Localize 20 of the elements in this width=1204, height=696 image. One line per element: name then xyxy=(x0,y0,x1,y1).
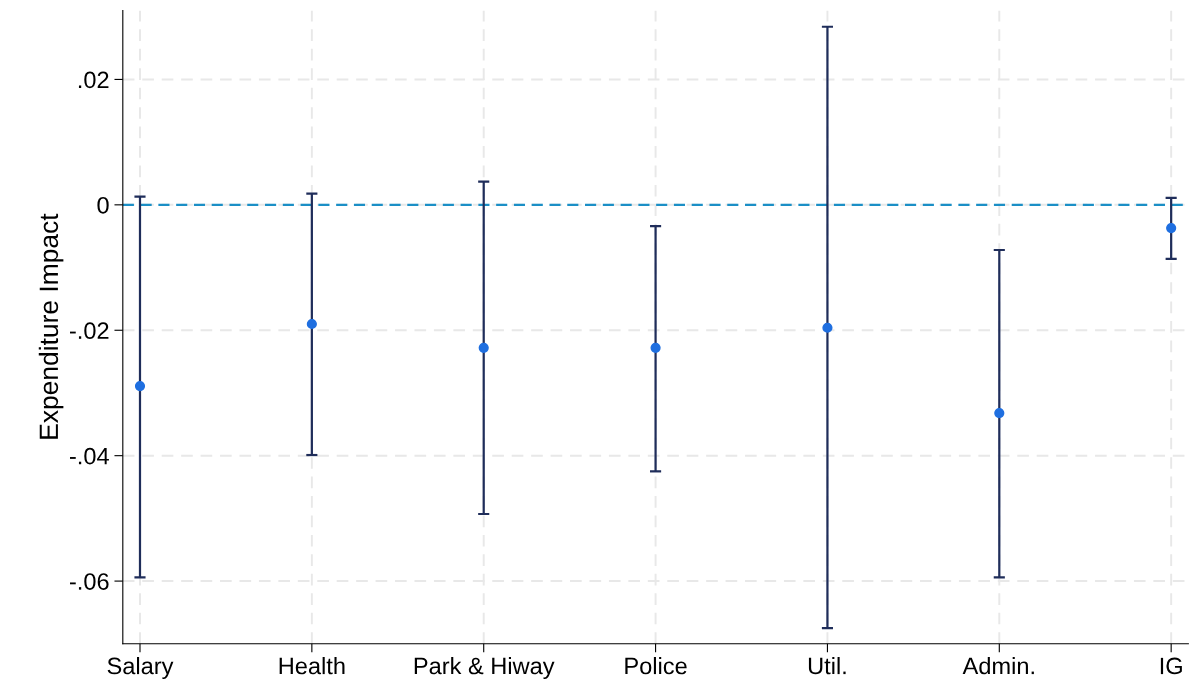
point xyxy=(306,318,317,330)
x-tick-label: Park & Hiway xyxy=(414,656,555,679)
point xyxy=(994,407,1005,419)
point xyxy=(1166,222,1177,234)
x-tick-label: Admin. xyxy=(962,656,1034,675)
point xyxy=(650,342,661,353)
y-tick-label: -.06 xyxy=(69,573,109,590)
y-axis-title: Expenditure Impact xyxy=(38,213,64,439)
y-tick-label: .02 xyxy=(78,71,109,89)
x-tick-label: Salary xyxy=(107,656,174,679)
x-tick-label: IG xyxy=(1160,657,1182,675)
point xyxy=(822,322,833,333)
x-tick-label: Police xyxy=(625,656,687,675)
point xyxy=(134,380,146,392)
y-tick-label: 0 xyxy=(97,196,109,214)
y-tick-label: -.02 xyxy=(69,322,109,340)
x-tick-label: Health xyxy=(279,656,345,675)
y-tick-label: -.04 xyxy=(69,447,109,465)
point xyxy=(478,342,489,353)
x-tick-label: Util. xyxy=(808,656,846,675)
